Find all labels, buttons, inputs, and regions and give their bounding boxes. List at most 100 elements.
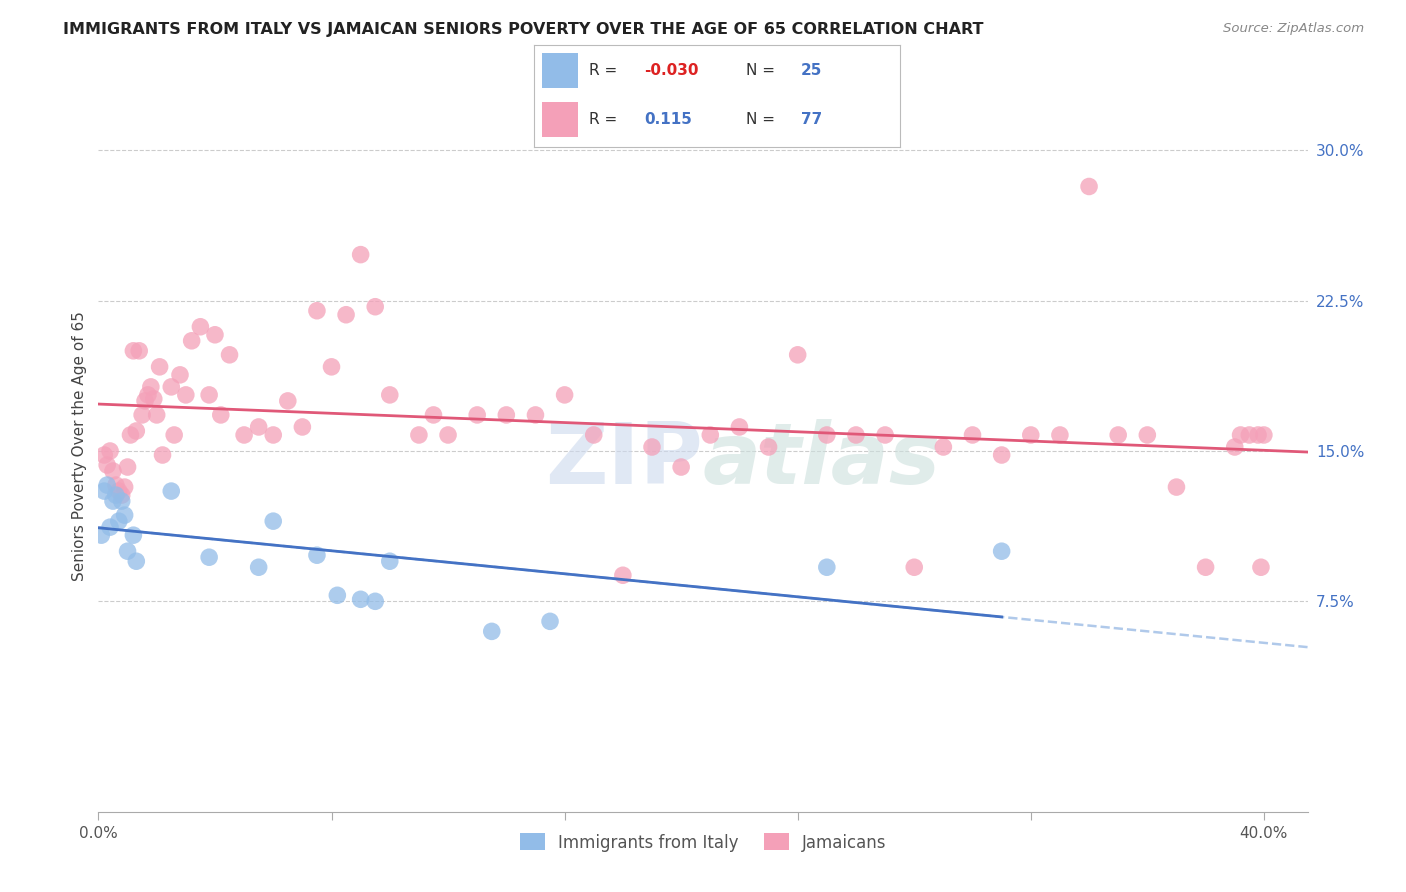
Point	[108, 484, 131, 499]
Point	[247, 420, 270, 434]
Point	[437, 428, 460, 442]
Text: Source: ZipAtlas.com: Source: ZipAtlas.com	[1223, 22, 1364, 36]
Point	[198, 550, 221, 565]
Point	[1049, 428, 1071, 442]
Point	[538, 615, 561, 629]
Text: IMMIGRANTS FROM ITALY VS JAMAICAN SENIORS POVERTY OVER THE AGE OF 65 CORRELATION: IMMIGRANTS FROM ITALY VS JAMAICAN SENIOR…	[63, 22, 984, 37]
Point	[277, 393, 299, 408]
Point	[554, 388, 576, 402]
Point	[699, 428, 721, 442]
Point	[1019, 428, 1042, 442]
Point	[174, 388, 197, 402]
Point	[114, 508, 136, 523]
Point	[1239, 428, 1261, 442]
Point	[108, 514, 131, 528]
Text: 0.115: 0.115	[644, 112, 692, 127]
Point	[104, 488, 127, 502]
Point	[815, 428, 838, 442]
Point	[903, 560, 925, 574]
Point	[233, 428, 256, 442]
Point	[96, 478, 118, 492]
Text: R =: R =	[589, 112, 623, 127]
Point	[465, 408, 488, 422]
Point	[1223, 440, 1246, 454]
Point	[378, 388, 401, 402]
Point	[495, 408, 517, 422]
Point	[120, 428, 142, 442]
Point	[198, 388, 221, 402]
Point	[262, 514, 284, 528]
Point	[111, 488, 134, 502]
Point	[125, 424, 148, 438]
Point	[160, 484, 183, 499]
Point	[96, 458, 118, 472]
Point	[163, 428, 186, 442]
Point	[641, 440, 664, 454]
Text: 25: 25	[801, 62, 823, 78]
Text: R =: R =	[589, 62, 623, 78]
Point	[218, 348, 240, 362]
Point	[786, 348, 808, 362]
Point	[262, 428, 284, 442]
FancyBboxPatch shape	[541, 53, 578, 87]
FancyBboxPatch shape	[541, 102, 578, 137]
Point	[1166, 480, 1188, 494]
Text: -0.030: -0.030	[644, 62, 699, 78]
Point	[149, 359, 172, 374]
Point	[90, 528, 112, 542]
Point	[180, 334, 202, 348]
Point	[524, 408, 547, 422]
Point	[1253, 428, 1275, 442]
Point	[1229, 428, 1251, 442]
Point	[104, 478, 127, 492]
Point	[101, 494, 124, 508]
Point	[247, 560, 270, 574]
Point	[122, 528, 145, 542]
Point	[305, 548, 328, 562]
Point	[422, 408, 444, 422]
Point	[204, 327, 226, 342]
Point	[321, 359, 343, 374]
Point	[350, 247, 373, 261]
Point	[145, 408, 167, 422]
Text: atlas: atlas	[703, 419, 941, 502]
Legend: Immigrants from Italy, Jamaicans: Immigrants from Italy, Jamaicans	[513, 827, 893, 858]
Y-axis label: Seniors Poverty Over the Age of 65: Seniors Poverty Over the Age of 65	[72, 311, 87, 581]
Point	[142, 392, 165, 406]
Point	[291, 420, 314, 434]
Point	[990, 544, 1012, 558]
Point	[669, 460, 692, 475]
Point	[1078, 179, 1101, 194]
Point	[160, 380, 183, 394]
Point	[131, 408, 153, 422]
Point	[364, 300, 387, 314]
Point	[350, 592, 373, 607]
Point	[98, 520, 121, 534]
Point	[378, 554, 401, 568]
Point	[845, 428, 868, 442]
Point	[1107, 428, 1129, 442]
Point	[122, 343, 145, 358]
Point	[209, 408, 232, 422]
Point	[134, 393, 156, 408]
Point	[612, 568, 634, 582]
Point	[101, 464, 124, 478]
Point	[335, 308, 357, 322]
Text: 77: 77	[801, 112, 823, 127]
Point	[305, 303, 328, 318]
Point	[117, 544, 139, 558]
Point	[117, 460, 139, 475]
Point	[990, 448, 1012, 462]
Point	[98, 444, 121, 458]
Point	[875, 428, 897, 442]
Point	[758, 440, 780, 454]
Point	[190, 319, 212, 334]
Point	[1194, 560, 1216, 574]
Point	[481, 624, 503, 639]
Point	[962, 428, 984, 442]
Point	[93, 448, 115, 462]
Point	[1250, 560, 1272, 574]
Point	[582, 428, 605, 442]
Point	[1247, 428, 1270, 442]
Point	[932, 440, 955, 454]
